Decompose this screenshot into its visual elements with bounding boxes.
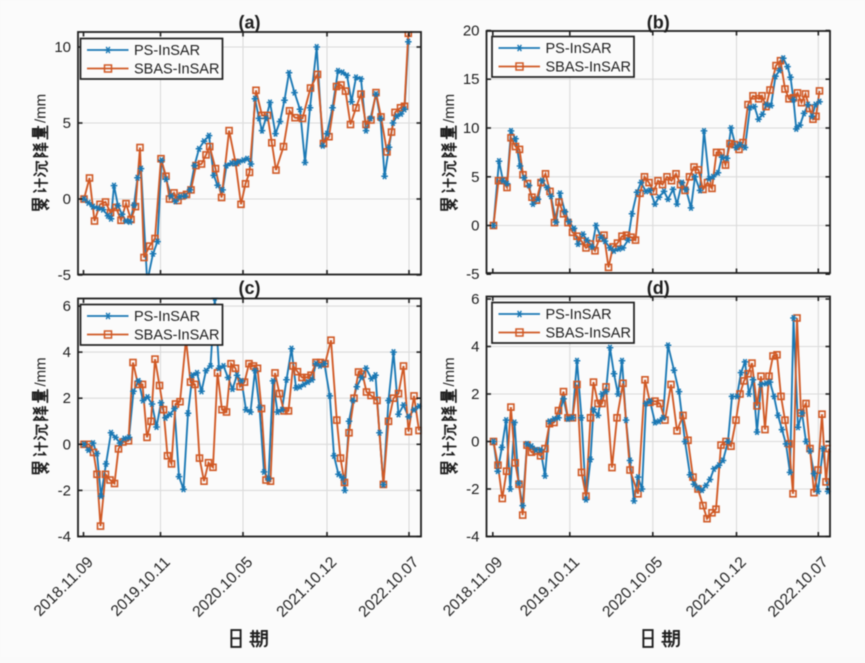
svg-text:2: 2: [471, 386, 479, 403]
svg-text:10: 10: [54, 39, 71, 56]
svg-text:PS-InSAR: PS-InSAR: [546, 307, 612, 323]
svg-text:2: 2: [63, 390, 71, 407]
svg-text:PS-InSAR: PS-InSAR: [134, 309, 200, 325]
svg-text:-2: -2: [58, 482, 71, 499]
svg-text:(d): (d): [647, 278, 670, 298]
svg-text:PS-InSAR: PS-InSAR: [546, 41, 612, 57]
svg-text:20: 20: [463, 23, 480, 40]
svg-text:0: 0: [471, 218, 479, 235]
svg-text:-5: -5: [466, 266, 479, 283]
svg-text:/mm: /mm: [33, 94, 50, 123]
svg-text:/mm: /mm: [33, 357, 50, 386]
svg-text:5: 5: [471, 169, 479, 186]
svg-text:SBAS-InSAR: SBAS-InSAR: [134, 328, 219, 344]
svg-text:SBAS-InSAR: SBAS-InSAR: [546, 326, 631, 342]
svg-text:6: 6: [471, 291, 479, 308]
svg-text:(a): (a): [239, 13, 261, 33]
svg-text:6: 6: [63, 298, 71, 315]
svg-text:10: 10: [463, 120, 480, 137]
svg-text:(b): (b): [647, 13, 670, 33]
svg-text:/mm: /mm: [441, 94, 458, 123]
svg-text:SBAS-InSAR: SBAS-InSAR: [134, 62, 219, 78]
svg-text:SBAS-InSAR: SBAS-InSAR: [546, 60, 631, 76]
svg-text:4: 4: [63, 344, 71, 361]
svg-text:0: 0: [63, 191, 71, 208]
svg-text:-4: -4: [466, 529, 479, 546]
svg-text:-2: -2: [466, 481, 479, 498]
svg-text:5: 5: [63, 115, 71, 132]
svg-text:15: 15: [463, 71, 480, 88]
svg-text:/mm: /mm: [441, 357, 458, 386]
svg-text:0: 0: [471, 434, 479, 451]
svg-text:PS-InSAR: PS-InSAR: [134, 43, 200, 59]
svg-text:-5: -5: [58, 267, 71, 284]
svg-text:-4: -4: [58, 529, 71, 546]
svg-text:(c): (c): [239, 278, 261, 298]
svg-text:0: 0: [63, 436, 71, 453]
svg-text:4: 4: [471, 339, 479, 356]
